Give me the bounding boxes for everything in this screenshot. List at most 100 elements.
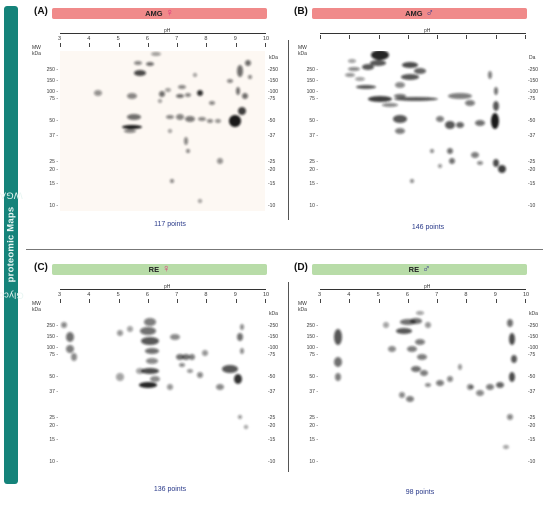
ph-tick-label: 8 [464,292,468,298]
protein-spot [348,67,360,71]
protein-spot [229,115,241,127]
ph-tick-label: 9 [233,292,237,298]
mw-tick-right: -150 [268,77,279,84]
protein-spot [362,64,374,70]
mw-axis-label: MW kDa [32,45,41,57]
protein-spot [511,355,517,363]
mw-tick-right: -10 [268,202,276,209]
sex-symbol-icon: ♀ [162,263,171,275]
panel-letter: (B) [294,6,308,17]
protein-spot [151,52,161,56]
ph-tick-mark [349,299,351,303]
protein-spot [185,93,191,97]
protein-spot [395,128,405,134]
sex-symbol-icon: ♂ [425,7,434,19]
protein-spot [187,369,193,373]
protein-spot [401,74,419,80]
mw-axis-label: MW kDa [298,301,307,313]
protein-spot [348,59,356,63]
protein-spot [345,73,355,77]
protein-spot [430,149,434,153]
mw-tick-left: 25 - [49,158,58,165]
protein-spot [383,322,389,328]
ph-tick-mark [235,43,237,47]
ph-tick-label: 5 [376,292,380,298]
protein-spot [240,348,244,354]
mw-tick-left: 100 - [306,88,318,95]
mw-tick-left: 250 - [306,323,318,330]
protein-spot [438,164,442,168]
mw-tick-left: 37 - [309,389,318,396]
mw-tick-right: -10 [528,202,536,209]
protein-spot [448,93,472,99]
ph-tick-mark [60,299,61,303]
mw-tick-left: 250 - [46,323,58,330]
protein-spot [217,158,223,164]
mw-tick-right: -37 [268,133,276,140]
mw-tick-right: -25 [268,414,276,421]
protein-spot [475,120,485,126]
mw-tick-left: 250 - [46,67,58,74]
protein-spot [356,85,376,89]
mw-tick-right: -20 [268,423,276,430]
protein-spot [335,373,341,381]
protein-spot [245,60,251,66]
panel-banner: AMG ♀ [52,8,267,19]
ph-tick-mark [437,299,439,303]
ph-tick-label: 5 [116,292,120,298]
protein-spot [447,148,453,154]
spot-count-label: 117 points [154,221,186,228]
protein-spot [158,99,162,103]
mw-tick-right: -100 [268,344,279,351]
mw-tick-right: -25 [268,158,276,165]
protein-spot [146,358,158,364]
protein-spot [207,119,213,123]
protein-spot [170,179,174,183]
protein-spot [198,117,206,121]
ph-tick-label: 3 [58,292,62,298]
ph-tick-label: 3 [318,292,322,298]
protein-spot [425,383,431,387]
mw-tick-left: 100 - [46,344,58,351]
protein-spot [238,415,242,419]
mw-tick-left: 37 - [49,133,58,140]
ph-tick-mark [525,35,526,39]
mw-tick-left: 50 - [309,118,318,125]
mw-tick-left: 10 - [49,202,58,209]
mw-tick-right: -50 [528,118,536,125]
protein-spot [197,90,203,96]
mw-tick-left: 15 - [49,181,58,188]
mw-tick-right: -10 [268,458,276,465]
mw-tick-left: 50 - [49,118,58,125]
protein-spot [237,65,243,77]
panel-letter: (D) [294,262,308,273]
ph-axis-label: pH [424,284,431,290]
mw-tick-right: -37 [528,389,536,396]
protein-spot [496,382,504,388]
ph-tick-mark [265,43,266,47]
protein-spot [491,113,499,129]
protein-spot [368,96,392,102]
protein-spot [61,322,67,328]
mw-axis-unit-right: kDa [529,311,538,317]
ph-tick-label: 7 [175,292,179,298]
ph-tick-label: 9 [233,36,237,42]
ph-axis-label: pH [424,28,431,34]
protein-spot [396,328,412,334]
protein-spot [197,372,203,378]
mw-tick-right: -75 [268,352,276,358]
mw-tick-right: -50 [528,374,536,381]
mw-tick-right: -25 [528,414,536,421]
mw-tick-right: -100 [528,88,539,95]
side-title-bar: Glycoproteomic Maps WGA [0,6,24,484]
protein-spot [168,129,172,133]
protein-spot [458,364,462,370]
mw-tick-right: -25 [528,158,536,165]
gel-image [60,51,265,211]
ph-tick-mark [466,35,468,39]
mw-tick-left: 150 - [46,333,58,340]
ph-tick-mark [495,35,497,39]
mw-tick-left: 75 - [49,96,58,102]
protein-spot [186,149,190,153]
protein-spot [141,368,159,374]
